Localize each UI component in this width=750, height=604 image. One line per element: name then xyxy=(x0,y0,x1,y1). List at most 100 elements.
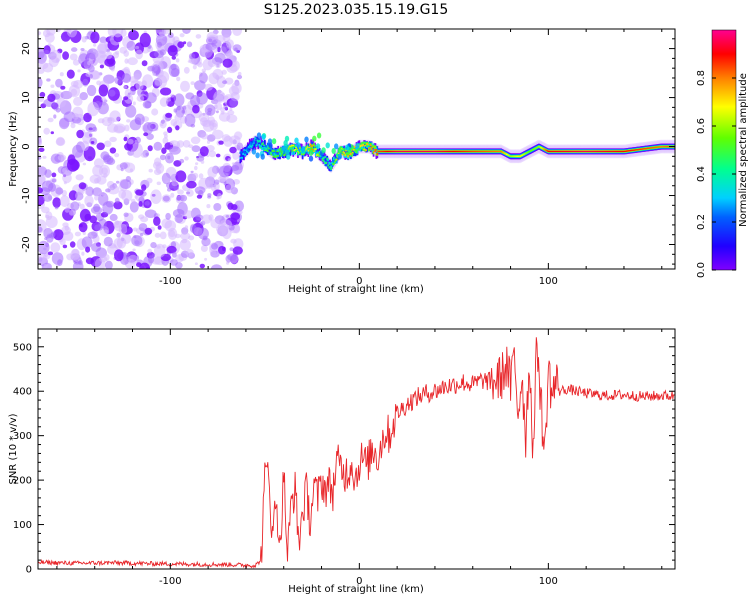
ridge-cell xyxy=(538,145,540,148)
ridge-cell xyxy=(421,150,424,153)
ridge-cell xyxy=(348,156,350,159)
ridge-cell xyxy=(256,139,259,142)
ridge-cell xyxy=(296,149,298,152)
noise-speckle xyxy=(79,92,88,101)
ridge-cell xyxy=(330,165,332,169)
ridge-cell xyxy=(314,148,316,151)
noise-speckle xyxy=(87,231,98,239)
noise-speckle xyxy=(38,187,44,194)
ridge-cell xyxy=(341,152,344,155)
noise-speckle xyxy=(204,104,216,116)
ridge-cell xyxy=(293,144,295,148)
ridge-cell xyxy=(333,163,335,166)
noise-speckle xyxy=(155,163,165,174)
ridge-cell xyxy=(309,147,312,151)
noise-speckle xyxy=(47,93,56,102)
noise-speckle xyxy=(162,137,169,145)
ridge-cell xyxy=(502,151,504,154)
noise-speckle xyxy=(225,254,232,263)
colorbar-gradient xyxy=(711,29,737,271)
ridge-cell xyxy=(660,146,662,148)
ridge-cell xyxy=(553,150,555,153)
noise-speckle xyxy=(166,245,177,254)
ridge-cell xyxy=(273,150,276,155)
ridge-cell xyxy=(330,168,332,171)
ridge-cell xyxy=(512,155,515,157)
ridge-cell xyxy=(240,156,243,158)
noise-speckle xyxy=(135,49,143,60)
ridge-cell xyxy=(442,150,445,153)
ridge-cell xyxy=(312,144,314,147)
ridge-cell xyxy=(430,150,433,153)
noise-speckle xyxy=(123,85,128,89)
noise-speckle xyxy=(70,80,79,88)
ridge-blob xyxy=(251,148,257,155)
ridge-cell xyxy=(429,150,432,153)
noise-speckle xyxy=(156,181,161,186)
ridge-cell xyxy=(372,151,375,154)
ridge-cell xyxy=(447,150,450,153)
colorbar-tick-label: 0.4 xyxy=(696,166,707,182)
ridge-cell xyxy=(626,150,629,152)
noise-speckle xyxy=(109,213,118,222)
noise-speckle xyxy=(114,197,120,204)
noise-speckle xyxy=(179,158,185,164)
ridge-cell xyxy=(555,150,557,153)
ridge-cell xyxy=(426,150,429,153)
colorbar-tick-label: 0.6 xyxy=(696,118,707,134)
ridge-cell xyxy=(318,152,321,156)
ridge-cell xyxy=(352,147,355,150)
ridge-cell xyxy=(443,150,446,153)
ridge-cell xyxy=(666,145,669,148)
ridge-cell xyxy=(262,142,264,145)
ridge-cell xyxy=(292,148,295,157)
noise-speckle xyxy=(225,50,234,59)
noise-speckle xyxy=(62,167,67,174)
ridge-cell xyxy=(297,150,299,153)
noise-speckle xyxy=(119,162,128,170)
noise-speckle xyxy=(212,46,218,53)
ridge-cell xyxy=(403,150,406,153)
ridge-cell xyxy=(520,155,522,157)
noise-speckle xyxy=(59,118,70,130)
ridge-cell xyxy=(481,150,484,153)
ridge-cell xyxy=(452,150,454,153)
ridge-cell xyxy=(270,147,273,151)
ridge-cell xyxy=(571,150,573,153)
ridge-cell xyxy=(506,154,509,156)
ridge-blob xyxy=(321,147,326,154)
ridge-cell xyxy=(312,143,314,150)
ridge-cell xyxy=(359,147,362,150)
ridge-cell xyxy=(255,138,258,142)
ridge-cell xyxy=(661,145,664,148)
snr-axes: -100 0 100 0 100 200 300 400 500 xyxy=(13,328,675,587)
ridge-cell xyxy=(530,149,533,152)
ridge-cell xyxy=(329,166,331,170)
noise-speckle xyxy=(202,71,206,75)
ridge-cell xyxy=(379,150,381,153)
noise-speckle xyxy=(148,168,153,173)
ridge-cell xyxy=(611,150,614,153)
ridge-cell xyxy=(477,150,480,153)
ridge-cell xyxy=(458,150,461,153)
ridge-cell xyxy=(299,150,301,156)
noise-speckle xyxy=(197,61,203,68)
ridge-cell xyxy=(336,152,339,156)
noise-speckle xyxy=(230,238,237,244)
ridge-cell xyxy=(248,150,250,153)
ridge-cell xyxy=(646,147,649,149)
noise-speckle xyxy=(189,224,197,234)
ridge-cell xyxy=(264,139,266,146)
ridge-cell xyxy=(274,154,277,157)
ridge-cell xyxy=(319,156,322,159)
noise-speckle xyxy=(45,211,53,221)
noise-speckle xyxy=(201,214,212,224)
ridge-cell xyxy=(419,150,421,153)
ridge-cell xyxy=(241,157,243,159)
snr-panel: -100 0 100 0 100 200 300 400 500 Height of strai… xyxy=(8,328,676,595)
noise-speckle xyxy=(98,84,109,97)
ridge-cell xyxy=(376,146,379,151)
ridge-cell xyxy=(310,144,312,151)
ridge-cell xyxy=(293,149,295,152)
